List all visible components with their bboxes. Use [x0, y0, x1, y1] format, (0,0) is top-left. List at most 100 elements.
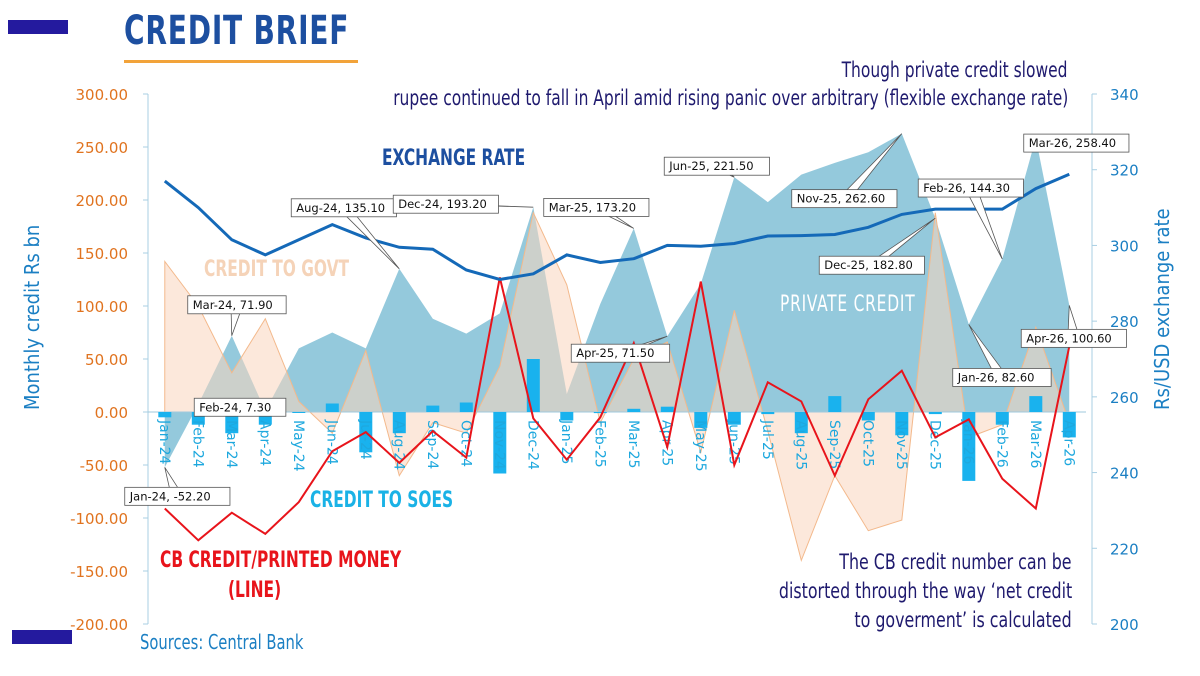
soe-credit-bar [225, 412, 239, 434]
credit-to-soes-label: CREDIT TO SOES [310, 488, 454, 513]
soe-credit-bar [392, 412, 406, 434]
callout-label: Apr-26, 100.60 [1026, 331, 1112, 345]
callout-box [952, 368, 1052, 387]
left-axis-tick-label: 300.00 [76, 86, 129, 104]
callout-label: Nov-25, 262.60 [797, 192, 885, 206]
callout-box [193, 397, 287, 417]
right-axis-tick-label: 260 [1110, 389, 1139, 407]
callout-box [187, 295, 287, 315]
soe-credit-bar [828, 396, 842, 412]
x-axis-tick-label: Mar-24 [223, 420, 239, 468]
soe-credit-bar [526, 359, 540, 412]
callout-label: Dec-24, 193.20 [398, 197, 487, 211]
soe-credit-bar [493, 412, 507, 474]
exchange-rate-label: EXCHANGE RATE [382, 146, 526, 171]
cb-credit-label: CB CREDIT/PRINTED MONEY [160, 548, 402, 573]
callout-box [543, 198, 650, 217]
callout-label: Mar-25, 173.20 [549, 200, 636, 214]
x-axis-tick-label: Nov-25 [893, 420, 909, 470]
soe-credit-bar [660, 406, 674, 412]
x-axis-tick-label: May-24 [290, 420, 306, 472]
x-axis-tick-label: Mar-26 [1027, 420, 1043, 468]
soe-credit-bar [426, 405, 440, 412]
callout-label: Dec-25, 182.80 [824, 258, 913, 272]
callout-box [1023, 133, 1130, 153]
left-axis-tick-label: 250.00 [76, 139, 129, 157]
note-line-3: to goverment’ is calculated [854, 608, 1072, 632]
callout-pointer [964, 187, 1003, 260]
soe-credit-bar [560, 412, 574, 421]
soe-credit-bar [158, 412, 172, 418]
right-axis-tick-label: 320 [1110, 162, 1139, 180]
brand-underline [124, 60, 358, 63]
callout-label: Aug-24, 135.10 [296, 201, 385, 215]
left-axis-tick-label: 100.00 [76, 298, 129, 316]
callout-box [917, 178, 1024, 198]
x-axis-tick-label: Jun-25 [725, 419, 741, 465]
right-axis-tick-label: 240 [1110, 465, 1139, 483]
callout-box [1020, 328, 1127, 348]
bar-series [158, 359, 1076, 481]
x-axis-tick-label: Mar-25 [625, 420, 641, 468]
soe-credit-bar [292, 412, 306, 413]
x-axis-tick-label: Jun-24 [323, 419, 339, 465]
callout-label: Mar-24, 71.90 [193, 298, 273, 312]
cb-credit-line [164, 277, 1071, 542]
exchange-rate-line [163, 172, 1070, 282]
callout-label: Feb-26, 144.30 [923, 181, 1010, 195]
soe-credit-bar [962, 412, 976, 481]
x-axis-tick-label: Dec-25 [926, 420, 942, 470]
soe-credit-bar [794, 412, 808, 434]
right-axis-tick-label: 340 [1110, 86, 1139, 104]
data-callouts: Jan-24, -52.20 Feb-24, 7.30 Mar-24, 71.90 A… [124, 133, 1130, 506]
callout-box [570, 343, 671, 363]
x-axis-tick-label: Jul-24 [357, 419, 373, 460]
callout-box [791, 189, 898, 209]
right-axis-title: Rs/USD exchange rate [1150, 208, 1174, 410]
left-axis-tick-label: 200.00 [76, 192, 129, 210]
callout-box [663, 156, 770, 176]
x-axis-tick-label: Jan-26 [960, 419, 976, 465]
callout-label: Jan-24, -52.20 [129, 489, 211, 503]
left-axis-tick-label: 150.00 [76, 245, 129, 263]
x-axis-tick-label: Nov-24 [491, 420, 507, 470]
x-axis-tick-label: Sep-24 [424, 420, 440, 469]
x-axis-tick-label: Feb-26 [993, 420, 1009, 468]
cb-credit-label-line: (LINE) [228, 578, 282, 603]
x-axis-tick-label: Aug-25 [792, 420, 808, 470]
soe-credit-bar [1062, 412, 1076, 438]
callout-box [818, 255, 925, 275]
chart-subtitle-line-1: Though private credit slowed [842, 58, 1068, 82]
x-axis-tick-label: Jul-25 [759, 419, 775, 460]
left-axis-title: Monthly credit Rs bn [20, 224, 44, 410]
x-axis-tick-label: Oct-25 [859, 420, 875, 467]
right-axis: 340 320 300 280 260 240 220 200 [1091, 86, 1139, 634]
right-axis-tick-label: 200 [1110, 616, 1139, 634]
brand-bar-dark-top [8, 20, 68, 34]
left-axis-tick-label: -50.00 [80, 457, 128, 475]
left-axis-tick-label: 0.00 [95, 404, 128, 422]
x-axis-tick-label: Jan-24 [156, 419, 172, 465]
x-axis-tick-label: Sep-25 [826, 420, 842, 469]
soe-credit-bar [995, 412, 1009, 425]
callout-label: Mar-26, 258.40 [1029, 136, 1116, 150]
x-axis-tick-labels: Jan-24 Feb-24 Mar-24 Apr-24 May-24 Jun-24 Jul-… [156, 419, 1077, 472]
x-axis-tick-label: Oct-24 [457, 420, 473, 467]
left-axis-tick-label: -200.00 [70, 616, 128, 634]
x-axis-tick-label: Apr-26 [1060, 420, 1076, 466]
x-axis-tick-label: Dec-24 [524, 420, 540, 470]
brand-title: CREDIT BRIEF [124, 8, 350, 54]
callout-label: Jan-26, 82.60 [957, 370, 1035, 384]
soe-credit-bar [861, 412, 875, 421]
left-axis: 300.00 250.00 200.00 150.00 100.00 50.00 0.00 -… [70, 86, 149, 634]
left-axis-tick-label: -150.00 [70, 563, 128, 581]
x-axis-tick-label: Feb-24 [189, 420, 205, 468]
soe-credit-bar [694, 412, 708, 428]
soe-credit-bar [1029, 396, 1043, 412]
x-axis-tick-label: Feb-25 [591, 420, 607, 468]
right-axis-tick-label: 220 [1110, 540, 1139, 558]
private-credit-area [164, 133, 1070, 468]
soe-credit-bar [593, 412, 607, 414]
callout-box [124, 486, 231, 506]
